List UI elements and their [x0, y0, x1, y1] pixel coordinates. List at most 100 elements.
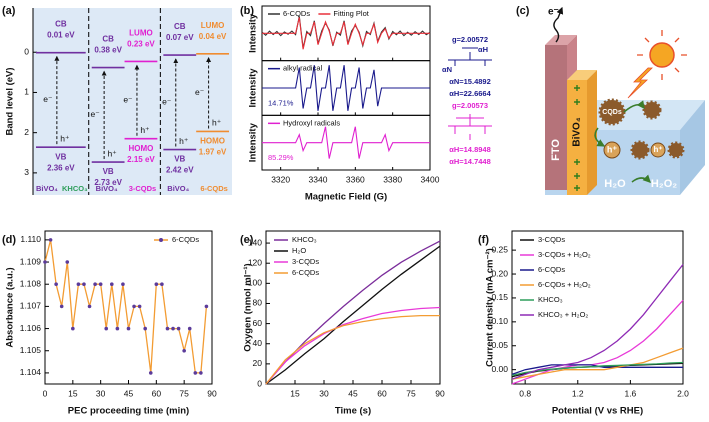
legend-label: KHCO₃ [292, 235, 317, 244]
x-tick-label: 1.6 [624, 388, 636, 398]
y-tick-label: 80 [253, 298, 263, 308]
electron-label: e⁻ [548, 7, 559, 18]
x-tick-label: 90 [435, 388, 445, 398]
fto-slab [545, 45, 567, 190]
y-axis-title: Band level (eV) [5, 67, 16, 135]
marker [43, 260, 47, 264]
y-tick-label: 1.105 [20, 345, 42, 355]
annotation: αH=14.7448 [449, 157, 491, 166]
marker [48, 238, 53, 242]
panel-label: (b) [240, 5, 254, 17]
line-series [265, 306, 441, 385]
electron-label: e⁻ [91, 109, 101, 119]
marker [93, 282, 97, 287]
y-tick-label: 1.104 [20, 367, 42, 377]
y-axis-title: Oxygen (nmol ml⁻¹) [243, 263, 254, 351]
y-tick-label: 120 [248, 257, 262, 267]
x-tick-label: 3360 [346, 174, 365, 184]
schematic: (c) FTO BiVO₄ e⁻ CQDs h⁺ h⁺ [516, 5, 705, 195]
marker [98, 282, 103, 287]
marker [187, 326, 192, 331]
material-label: KHCO₃ [62, 184, 88, 193]
level-value: 0.01 eV [47, 31, 75, 40]
y-tick-label: 0.05 [491, 340, 508, 350]
electron-label: e⁻ [195, 87, 205, 97]
legend-label: 3-CQDs + H₂O₂ [538, 250, 591, 259]
spectrum [262, 17, 430, 50]
x-tick-label: 3380 [383, 174, 402, 184]
x-tick-label: 3320 [271, 174, 290, 184]
y-tick-label: 0.15 [491, 292, 508, 302]
x-tick-label: 0 [43, 388, 48, 398]
level-value: 0.23 eV [127, 40, 155, 49]
electron-path [553, 6, 564, 43]
y-axis-title: Intensity [248, 68, 259, 108]
glass-side [680, 100, 705, 195]
material-label: BiVO₄ [167, 184, 189, 193]
annotation: g=2.00573 [452, 101, 488, 110]
x-axis-title: Magnetic Field (G) [305, 192, 387, 203]
legend-label: alkyl radical [283, 64, 323, 73]
electron-label: e⁻ [162, 97, 172, 107]
y-axis-title: Absorbance (a.u.) [5, 267, 16, 347]
level-value: 2.73 eV [94, 178, 122, 187]
x-tick-label: 3340 [309, 174, 328, 184]
marker [104, 326, 109, 331]
marker [54, 282, 58, 287]
legend-label: 6-CQDs + H₂O₂ [538, 280, 591, 289]
x-tick-label: 75 [406, 388, 416, 398]
level-name: LUMO [201, 21, 225, 30]
x-tick-label: 15 [68, 388, 78, 398]
y-tick-label: 1.108 [20, 278, 42, 288]
marker [176, 326, 181, 331]
lightning [627, 67, 653, 99]
y-tick-label: 1.107 [20, 301, 42, 311]
legend-label: 6-CQDs [172, 235, 199, 244]
x-tick-label: 0.8 [519, 388, 531, 398]
x-tick-label: 60 [377, 388, 387, 398]
x-tick-label: 30 [319, 388, 329, 398]
fto-label: FTO [550, 139, 562, 161]
marker [160, 282, 164, 287]
marker [71, 326, 75, 331]
y-tick-label: 0.25 [491, 244, 508, 254]
y-tick-label: 20 [253, 358, 263, 368]
cqds-label: CQDs [602, 109, 622, 116]
marker [121, 282, 125, 287]
y-axis-title: Intensity [248, 122, 259, 162]
y-tick-label: 100 [248, 278, 262, 288]
x-tick-label: 15 [290, 388, 300, 398]
marker [193, 371, 198, 375]
panel-label: (e) [240, 234, 254, 246]
bivo4-side [587, 70, 597, 195]
material-label: 3-CQDs [129, 184, 157, 193]
annotation: αH=14.8948 [449, 145, 491, 154]
legend-label: KHCO₃ [538, 295, 563, 304]
spectrum [262, 65, 430, 111]
level-name: CB [55, 20, 67, 29]
marker [137, 304, 142, 309]
level-name: CB [102, 35, 114, 44]
marker [132, 304, 136, 309]
plot-frame [44, 230, 213, 385]
level-name: VB [174, 155, 185, 164]
y-tick-label: 1 [24, 87, 29, 97]
transfer-arrow [594, 127, 606, 147]
reaction-arrow [631, 174, 651, 183]
x-tick-label: 45 [348, 388, 358, 398]
x-tick-label: 75 [179, 388, 189, 398]
level-value: 0.38 eV [94, 46, 122, 55]
y-tick-label: 0 [24, 46, 29, 56]
y-tick-label: 0.10 [491, 316, 508, 326]
level-value: 2.36 eV [47, 163, 75, 172]
marker [87, 304, 92, 309]
y-tick-label: 1.109 [20, 256, 42, 266]
hole-label: h⁺ [108, 148, 118, 158]
panel-label: (f) [478, 234, 489, 246]
reactant-label: H₂O [604, 178, 626, 190]
marker [59, 304, 64, 309]
level-name: VB [103, 167, 114, 176]
fto-top [545, 35, 577, 45]
line-series [511, 264, 684, 380]
